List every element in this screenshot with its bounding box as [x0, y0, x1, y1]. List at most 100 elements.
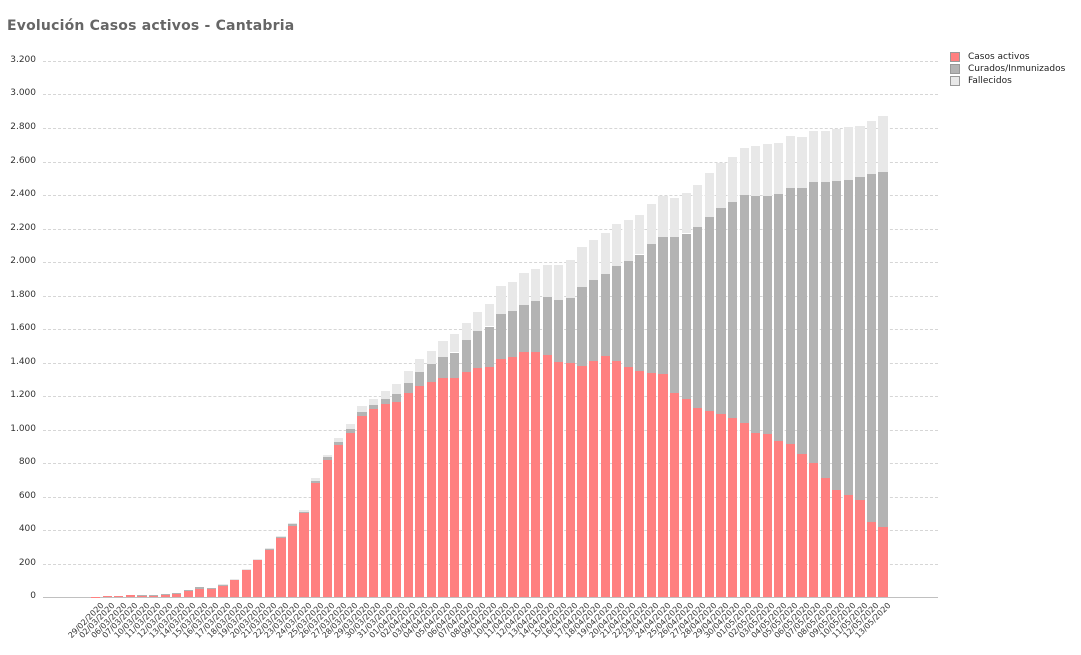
stacked-bar[interactable]	[264, 547, 274, 597]
stacked-bar[interactable]	[693, 184, 703, 597]
stacked-bar[interactable]	[554, 265, 564, 597]
stacked-bar[interactable]	[519, 272, 529, 597]
deceased-segment	[774, 143, 784, 195]
stacked-bar[interactable]	[704, 173, 714, 597]
active-cases-segment	[334, 444, 344, 597]
stacked-bar[interactable]	[751, 146, 761, 597]
active-cases-segment	[519, 352, 529, 597]
stacked-bar[interactable]	[403, 370, 413, 597]
recovered-segment	[415, 371, 425, 386]
stacked-bar[interactable]	[357, 406, 367, 597]
active-cases-segment	[623, 367, 633, 597]
stacked-bar[interactable]	[461, 323, 471, 597]
stacked-bar[interactable]	[322, 454, 332, 597]
stacked-bar[interactable]	[172, 592, 182, 597]
deceased-segment	[704, 173, 714, 217]
y-axis-tick-label: 600	[18, 491, 36, 501]
stacked-bar[interactable]	[160, 594, 170, 597]
legend-label: Fallecidos	[968, 76, 1012, 86]
deceased-segment	[426, 350, 437, 365]
active-cases-segment	[704, 411, 714, 597]
recovered-segment	[727, 201, 738, 418]
stacked-bar[interactable]	[646, 204, 657, 597]
stacked-bar[interactable]	[334, 437, 344, 597]
stacked-bar[interactable]	[137, 595, 147, 597]
stacked-bar[interactable]	[577, 246, 587, 597]
stacked-bar[interactable]	[206, 587, 217, 597]
stacked-bar[interactable]	[531, 268, 541, 597]
stacked-bar[interactable]	[368, 399, 379, 598]
stacked-bar[interactable]	[565, 260, 576, 597]
stacked-bar[interactable]	[774, 143, 784, 597]
stacked-bar[interactable]	[855, 125, 865, 597]
active-cases-segment	[206, 588, 217, 597]
stacked-bar[interactable]	[496, 286, 506, 597]
stacked-bar[interactable]	[727, 156, 738, 597]
stacked-bar[interactable]	[762, 143, 772, 597]
stacked-bar[interactable]	[195, 587, 205, 597]
deceased-segment	[507, 282, 518, 312]
recovered-segment	[820, 181, 830, 479]
recovered-segment	[658, 236, 668, 375]
stacked-bar[interactable]	[484, 303, 494, 597]
stacked-bar[interactable]	[438, 340, 448, 597]
stacked-bar[interactable]	[345, 423, 356, 597]
stacked-bar[interactable]	[808, 130, 819, 597]
stacked-bar[interactable]	[588, 240, 599, 597]
y-axis-tick-label: 1.000	[10, 424, 36, 434]
stacked-bar[interactable]	[635, 215, 645, 597]
legend-item[interactable]: Curados/Inmunizados	[950, 63, 1065, 75]
recovered-segment	[426, 364, 437, 382]
stacked-bar[interactable]	[716, 163, 726, 597]
stacked-bar[interactable]	[658, 195, 668, 597]
active-cases-segment	[635, 370, 645, 597]
stacked-bar[interactable]	[125, 595, 135, 597]
stacked-bar[interactable]	[230, 578, 240, 597]
stacked-bar[interactable]	[102, 596, 112, 597]
stacked-bar[interactable]	[681, 193, 691, 597]
active-cases-segment	[380, 404, 390, 597]
stacked-bar[interactable]	[450, 334, 460, 597]
stacked-bar[interactable]	[623, 220, 633, 597]
stacked-bar[interactable]	[866, 120, 877, 597]
stacked-bar[interactable]	[311, 478, 321, 597]
stacked-bar[interactable]	[739, 148, 749, 597]
legend-label: Casos activos	[968, 52, 1030, 62]
stacked-bar[interactable]	[612, 224, 622, 597]
stacked-bar[interactable]	[415, 359, 425, 597]
legend-item[interactable]: Casos activos	[950, 51, 1065, 63]
stacked-bar[interactable]	[287, 523, 298, 597]
active-cases-segment	[588, 360, 599, 597]
active-cases-segment	[392, 401, 402, 597]
stacked-bar[interactable]	[542, 264, 552, 597]
gridline	[43, 61, 938, 62]
deceased-segment	[751, 146, 761, 196]
stacked-bar[interactable]	[832, 128, 842, 597]
stacked-bar[interactable]	[843, 127, 853, 597]
stacked-bar[interactable]	[241, 568, 251, 597]
stacked-bar[interactable]	[148, 595, 159, 597]
stacked-bar[interactable]	[380, 391, 390, 597]
stacked-bar[interactable]	[114, 596, 124, 597]
stacked-bar[interactable]	[507, 282, 518, 597]
stacked-bar[interactable]	[183, 589, 193, 597]
stacked-bar[interactable]	[600, 232, 610, 597]
active-cases-segment	[241, 570, 251, 597]
stacked-bar[interactable]	[426, 350, 437, 597]
gridline	[43, 195, 938, 196]
stacked-bar[interactable]	[392, 384, 402, 597]
stacked-bar[interactable]	[299, 509, 309, 597]
recovered-segment	[183, 589, 193, 591]
recovered-segment	[195, 587, 205, 589]
legend-item[interactable]: Fallecidos	[950, 75, 1065, 87]
stacked-bar[interactable]	[473, 312, 483, 598]
stacked-bar[interactable]	[670, 198, 680, 597]
stacked-bar[interactable]	[878, 116, 888, 597]
stacked-bar[interactable]	[797, 137, 807, 597]
stacked-bar[interactable]	[253, 559, 263, 597]
stacked-bar[interactable]	[820, 130, 830, 597]
stacked-bar[interactable]	[276, 535, 286, 597]
deceased-segment	[670, 198, 680, 237]
stacked-bar[interactable]	[218, 584, 228, 597]
stacked-bar[interactable]	[785, 136, 796, 597]
